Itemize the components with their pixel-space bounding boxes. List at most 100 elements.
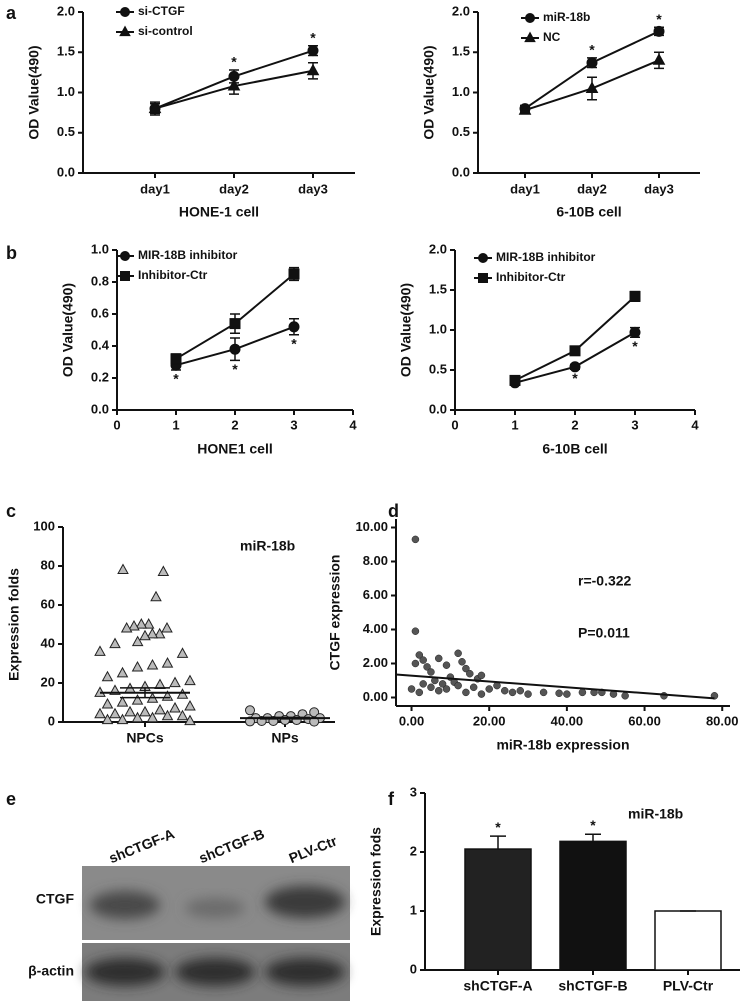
row-label: β-actin xyxy=(28,963,74,979)
annotation: r=-0.322 xyxy=(578,573,632,589)
point xyxy=(407,685,416,693)
x-axis-label: HONE-1 cell xyxy=(179,204,259,220)
legend-label: Inhibitor-Ctr xyxy=(138,268,208,282)
y-axis-label: CTGF expression xyxy=(327,555,343,671)
point xyxy=(462,688,470,697)
legend-label: Inhibitor-Ctr xyxy=(496,270,566,284)
y-tick-label: 0.5 xyxy=(452,124,470,139)
y-tick-label: 0.00 xyxy=(363,689,388,704)
legend-marker xyxy=(120,251,130,261)
x-tick-label: day1 xyxy=(140,181,170,196)
y-tick-label: 3 xyxy=(410,784,417,799)
y-tick-label: 0 xyxy=(48,713,55,728)
point xyxy=(146,711,159,723)
x-tick-label: 0 xyxy=(451,417,458,432)
y-tick-label: 0.0 xyxy=(91,401,109,416)
point xyxy=(454,649,462,658)
x-tick-label: shCTGF-A xyxy=(463,978,532,994)
annotation: P=0.011 xyxy=(578,625,630,641)
point xyxy=(109,707,121,719)
point xyxy=(142,618,155,629)
point xyxy=(94,707,106,719)
point xyxy=(508,688,517,697)
point xyxy=(135,618,148,629)
y-tick-label: 2 xyxy=(410,843,417,858)
point xyxy=(516,686,525,695)
bar xyxy=(654,910,722,971)
point xyxy=(116,696,129,707)
point xyxy=(131,711,144,723)
blot-band xyxy=(90,891,160,919)
point xyxy=(569,361,581,373)
x-tick-label: 3 xyxy=(290,417,297,432)
point xyxy=(509,374,521,386)
point xyxy=(120,621,133,633)
x-tick-label: 20.00 xyxy=(473,713,506,728)
x-tick-label: day3 xyxy=(644,181,674,196)
y-tick-label: 0.5 xyxy=(57,124,75,139)
y-tick-label: 1.0 xyxy=(429,321,447,336)
point xyxy=(245,716,255,727)
point xyxy=(176,688,189,699)
point xyxy=(176,709,189,721)
blot-band xyxy=(265,886,345,918)
x-tick-label: 40.00 xyxy=(551,713,584,728)
point xyxy=(524,690,532,698)
point xyxy=(288,321,300,333)
point xyxy=(150,590,162,602)
blot-image xyxy=(82,866,350,1001)
point xyxy=(116,713,129,725)
significance-star: * xyxy=(291,336,297,352)
panel-letter: c xyxy=(6,501,16,521)
point xyxy=(434,686,443,695)
significance-star: * xyxy=(656,11,662,27)
point xyxy=(227,79,241,91)
point xyxy=(485,685,493,693)
point xyxy=(415,651,424,659)
point xyxy=(454,681,462,690)
y-tick-label: 1.5 xyxy=(57,44,75,59)
point xyxy=(569,345,581,357)
point xyxy=(660,692,668,700)
y-tick-label: 0.2 xyxy=(91,369,109,384)
y-tick-label: 1 xyxy=(410,902,417,917)
panel-letter: d xyxy=(388,501,399,521)
point xyxy=(184,674,196,686)
y-tick-label: 1.5 xyxy=(429,281,447,296)
point xyxy=(427,683,435,692)
y-tick-label: 40 xyxy=(41,635,55,650)
x-tick-label: 1 xyxy=(511,417,518,432)
row-label: CTGF xyxy=(36,891,75,907)
point xyxy=(154,703,166,715)
point xyxy=(176,647,189,658)
x-tick-label: 4 xyxy=(349,417,357,432)
legend-marker xyxy=(120,271,130,281)
legend-label: si-CTGF xyxy=(138,4,185,18)
x-tick-label: day1 xyxy=(510,181,540,196)
y-tick-label: 2.00 xyxy=(363,655,388,670)
point xyxy=(578,688,587,697)
point xyxy=(161,709,174,721)
point xyxy=(146,659,159,670)
x-tick-label: 3 xyxy=(631,417,638,432)
point xyxy=(131,635,144,647)
error-bar xyxy=(585,833,601,842)
bar xyxy=(559,840,627,971)
lane-label: shCTGF-A xyxy=(107,825,177,866)
x-tick-label: PLV-Ctr xyxy=(663,978,714,994)
x-tick-label: 2 xyxy=(231,417,238,432)
x-tick-label: 60.00 xyxy=(628,713,661,728)
point xyxy=(101,698,114,709)
sem-bar xyxy=(120,687,170,699)
point xyxy=(101,713,114,725)
point xyxy=(139,629,151,641)
annotation: miR-18b xyxy=(240,538,295,554)
bar xyxy=(464,848,532,971)
significance-star: * xyxy=(231,54,237,70)
point xyxy=(477,671,486,680)
y-tick-label: 6.00 xyxy=(363,587,388,602)
legend-marker xyxy=(478,253,488,263)
y-tick-label: 0.4 xyxy=(91,337,110,352)
point xyxy=(131,694,144,705)
